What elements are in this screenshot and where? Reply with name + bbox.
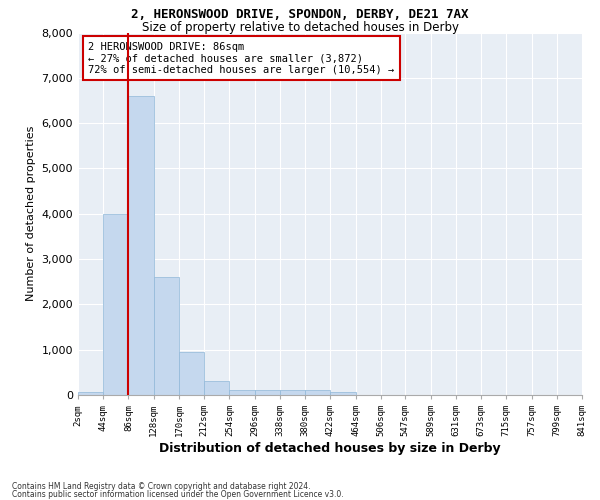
Y-axis label: Number of detached properties: Number of detached properties [26,126,36,302]
Bar [331,392,356,395]
Text: Contains public sector information licensed under the Open Government Licence v3: Contains public sector information licen… [12,490,344,499]
Text: 2 HERONSWOOD DRIVE: 86sqm
← 27% of detached houses are smaller (3,872)
72% of se: 2 HERONSWOOD DRIVE: 86sqm ← 27% of detac… [88,42,394,75]
X-axis label: Distribution of detached houses by size in Derby: Distribution of detached houses by size … [159,442,501,455]
Bar [305,390,331,395]
Bar [103,214,128,395]
Text: Size of property relative to detached houses in Derby: Size of property relative to detached ho… [142,21,458,34]
Text: 2, HERONSWOOD DRIVE, SPONDON, DERBY, DE21 7AX: 2, HERONSWOOD DRIVE, SPONDON, DERBY, DE2… [131,8,469,20]
Bar [78,392,103,395]
Text: Contains HM Land Registry data © Crown copyright and database right 2024.: Contains HM Land Registry data © Crown c… [12,482,311,491]
Bar [229,390,254,395]
Bar [254,390,280,395]
Bar [154,277,179,395]
Bar [280,390,305,395]
Bar [128,96,154,395]
Bar [204,382,229,395]
Bar [179,352,204,395]
